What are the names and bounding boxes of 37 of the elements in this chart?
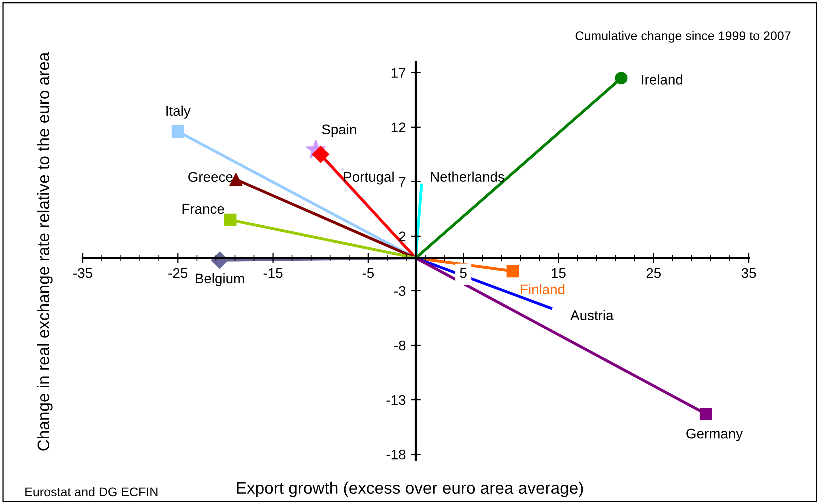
y-tick-label: -3 (394, 286, 406, 296)
point (615, 72, 628, 85)
x-tick-label: -25 (168, 268, 188, 278)
y-tick-label: -18 (386, 450, 406, 460)
series-label: Italy (166, 106, 191, 119)
point (506, 265, 520, 278)
x-tick-label: 35 (742, 268, 756, 278)
point (172, 126, 184, 138)
x-tick-label: -35 (74, 268, 92, 278)
series-label: Ireland (642, 74, 683, 85)
x-axis-title: Export growth (excess over euro area average) (237, 482, 584, 498)
point (700, 408, 712, 420)
y-axis-title: Change in real exchange rate relative to the euro area (37, 52, 53, 451)
y-tick-label: -8 (394, 340, 406, 351)
x-tick-label: 5 (460, 268, 467, 278)
series-label: Belgium (196, 273, 244, 286)
text: Eurostat and DG ECFIN (26, 487, 158, 497)
text: Cumulative change since 1999 to 2007 (576, 31, 791, 43)
x-tick-label: -15 (264, 268, 283, 278)
series-label: France (182, 204, 224, 214)
series-label: Spain (322, 124, 356, 138)
y-tick-label: 2 (399, 232, 406, 242)
y-tick-label: 17 (392, 68, 406, 78)
series-label: Austria (570, 310, 614, 320)
point (312, 146, 330, 164)
x-tick-label: -5 (362, 268, 374, 278)
y-tick-label: -13 (386, 395, 406, 406)
series-label: Netherlands (431, 172, 504, 182)
y-tick-label: 12 (392, 122, 406, 132)
series-label: Germany (686, 428, 744, 442)
series-label: Finland (521, 284, 565, 295)
series-label: Greece (188, 172, 233, 182)
series-label: Portugal (344, 172, 394, 185)
y-tick-label: 7 (399, 177, 406, 187)
point (224, 214, 237, 226)
x-tick-label: 25 (646, 268, 661, 278)
x-tick-label: 15 (552, 268, 566, 278)
